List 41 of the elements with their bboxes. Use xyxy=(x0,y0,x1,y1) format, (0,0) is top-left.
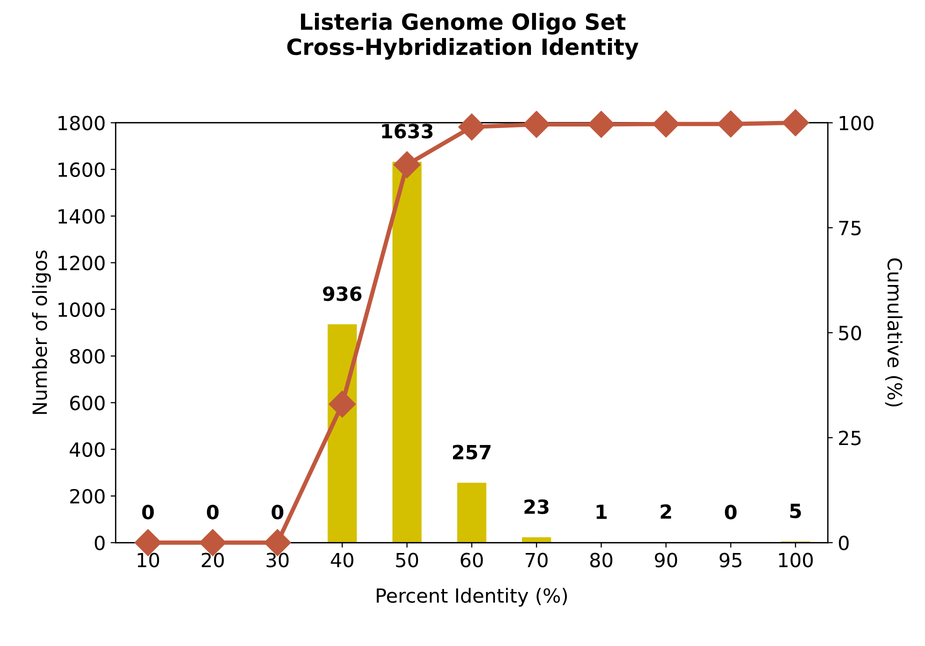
y-tick-label: 400 xyxy=(70,442,105,457)
y2-tick-label: 25 xyxy=(839,430,861,446)
x-tick-label: 95 xyxy=(720,552,742,568)
y-tick-label: 1200 xyxy=(58,256,105,270)
data-label: 0 xyxy=(272,504,284,520)
y2-tick-label: 0 xyxy=(838,536,849,550)
data-label: 257 xyxy=(452,444,490,460)
x-tick-label: 40 xyxy=(330,552,354,568)
y2-tick-label: 100 xyxy=(840,116,874,130)
chart-title: Listeria Genome Oligo Set Cross-Hybridization Identity xyxy=(287,12,638,60)
data-label: 0 xyxy=(724,504,737,520)
y-tick-label: 1800 xyxy=(58,116,105,130)
data-label: 2 xyxy=(660,504,672,519)
y2-tick-label: 50 xyxy=(839,326,862,340)
data-label: 1 xyxy=(596,504,607,519)
y2-tick-label: 75 xyxy=(839,220,861,236)
y2-axis-title: Cumulative (%) xyxy=(885,258,902,406)
y-tick-label: 1000 xyxy=(58,302,105,318)
x-tick-label: 30 xyxy=(266,552,289,568)
x-tick-label: 80 xyxy=(590,552,612,568)
data-label: 0 xyxy=(206,504,219,520)
data-label: 5 xyxy=(790,504,801,518)
x-tick-label: 100 xyxy=(779,552,813,568)
x-tick-label: 50 xyxy=(396,552,418,568)
data-label: 23 xyxy=(524,499,548,514)
y-tick-label: 0 xyxy=(94,536,105,550)
y-tick-label: 800 xyxy=(70,348,105,364)
y-tick-label: 1600 xyxy=(58,162,105,178)
y-tick-label: 200 xyxy=(70,488,105,504)
data-label: 0 xyxy=(142,504,154,520)
y-axis-title: Number of oligos xyxy=(32,250,51,414)
x-tick-label: 20 xyxy=(202,552,224,568)
x-tick-label: 10 xyxy=(138,552,160,568)
data-label: 936 xyxy=(322,286,362,302)
x-axis-title: Percent Identity (%) xyxy=(376,588,567,607)
x-tick-label: 70 xyxy=(526,552,548,568)
y-tick-label: 600 xyxy=(70,396,105,410)
x-tick-label: 60 xyxy=(460,552,483,568)
data-label: 1633 xyxy=(382,124,433,138)
x-tick-label: 90 xyxy=(654,552,678,568)
y-tick-label: 1400 xyxy=(58,209,105,224)
